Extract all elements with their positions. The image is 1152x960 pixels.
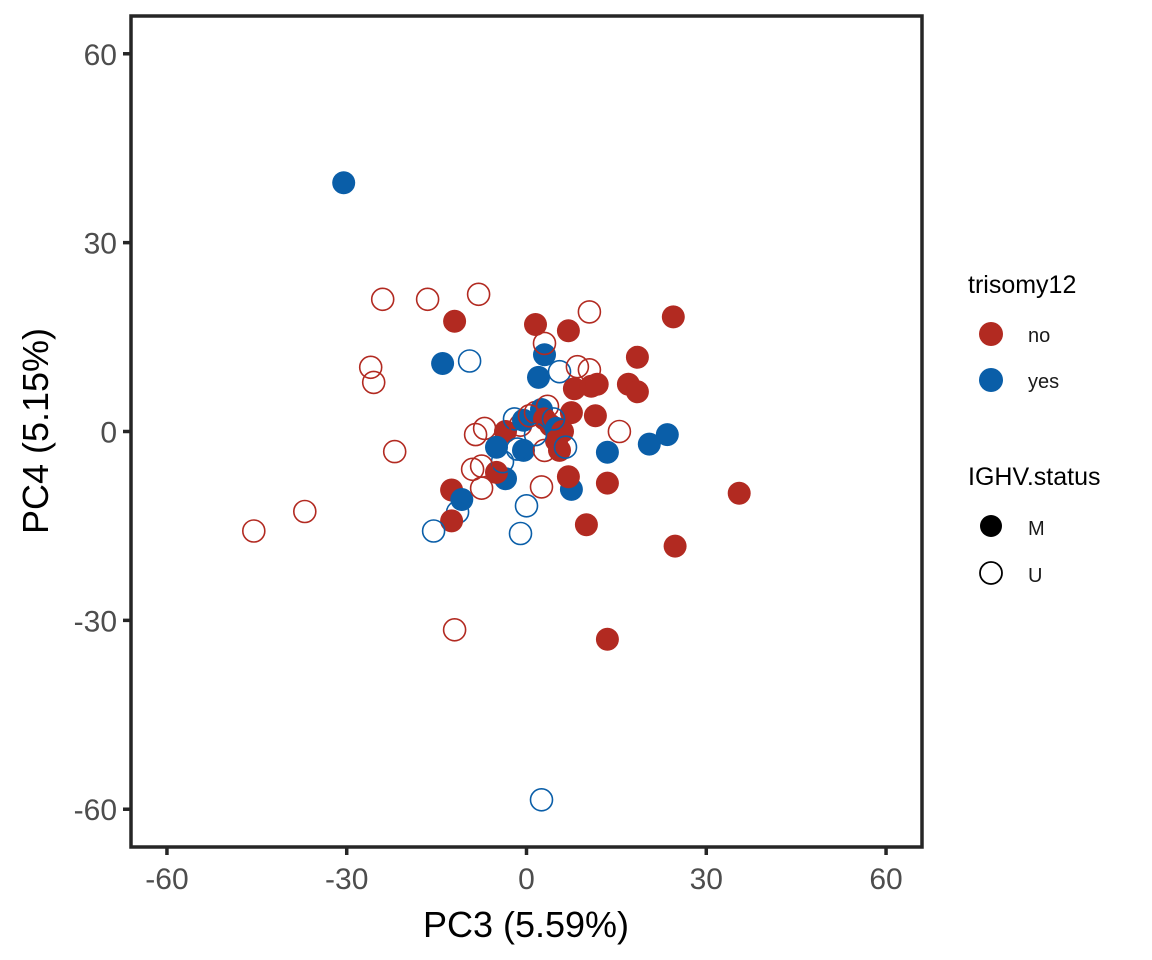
data-point — [505, 437, 530, 461]
data-point — [332, 171, 356, 195]
x-tick-label: 0 — [518, 863, 535, 896]
data-point — [485, 435, 508, 459]
legend-label-yes: yes — [1028, 371, 1059, 393]
data-point — [541, 407, 566, 431]
data-point — [535, 394, 560, 419]
legend-key-m — [980, 515, 1002, 537]
data-point — [574, 513, 598, 537]
data-point — [524, 313, 547, 336]
y-tick-label: 0 — [100, 417, 117, 450]
data-point — [358, 355, 383, 380]
data-point — [547, 359, 572, 384]
data-point — [637, 432, 661, 456]
data-point — [512, 438, 535, 462]
data-point — [421, 519, 446, 543]
data-point — [595, 471, 619, 495]
data-point — [625, 345, 649, 369]
data-point — [242, 519, 266, 543]
data-point — [457, 349, 482, 373]
legend-label-no: no — [1028, 325, 1050, 347]
data-point — [517, 403, 542, 428]
y-tick-label: 30 — [84, 228, 117, 261]
legend-label-u: U — [1028, 565, 1042, 587]
data-point — [508, 521, 533, 546]
points-layer — [242, 171, 751, 812]
data-point — [443, 309, 467, 333]
data-point — [559, 401, 583, 425]
data-point — [485, 460, 508, 484]
data-point — [460, 457, 485, 482]
data-point — [625, 380, 649, 404]
legend-key-no — [979, 322, 1003, 346]
y-tick-label: -30 — [74, 605, 117, 638]
x-tick-label: -30 — [325, 863, 368, 896]
data-point — [661, 305, 685, 329]
y-axis-title: PC4 (5.15%) — [15, 328, 56, 534]
data-point — [523, 422, 548, 447]
data-point — [463, 422, 488, 447]
data-point — [532, 331, 557, 356]
data-point — [583, 404, 607, 428]
x-tick-label: -60 — [145, 863, 188, 896]
data-point — [553, 435, 578, 460]
data-point — [562, 377, 586, 401]
legend-label-m: M — [1028, 518, 1045, 540]
x-axis-title: PC3 (5.59%) — [423, 904, 629, 945]
legend-ighv-status: IGHV.status M U — [968, 463, 1100, 587]
data-point — [556, 319, 580, 343]
legend-ighv-status-title: IGHV.status — [968, 463, 1100, 491]
data-point — [382, 439, 407, 464]
plot-background — [131, 16, 922, 847]
data-point — [585, 372, 609, 396]
data-point — [450, 488, 474, 511]
data-point — [577, 300, 602, 324]
data-point — [361, 370, 386, 395]
data-point — [595, 627, 619, 651]
data-point — [727, 481, 751, 505]
data-point — [415, 287, 440, 312]
y-tick-label: -60 — [74, 794, 117, 827]
x-axis: -60 -30 0 30 60 — [145, 847, 903, 896]
data-point — [607, 419, 632, 444]
data-point — [292, 499, 317, 524]
data-point — [595, 440, 619, 464]
data-point — [655, 423, 679, 447]
data-point — [556, 465, 580, 489]
legend-trisomy12: trisomy12 no yes — [968, 271, 1076, 393]
legend-key-yes — [979, 368, 1003, 392]
data-point — [663, 534, 687, 558]
data-point — [469, 454, 494, 478]
legend-key-u — [979, 561, 1003, 585]
data-point — [529, 475, 554, 499]
data-point — [431, 352, 455, 375]
legend-trisomy12-title: trisomy12 — [968, 271, 1076, 299]
y-tick-label: 60 — [84, 39, 117, 72]
data-point — [370, 287, 395, 312]
x-tick-label: 30 — [690, 863, 723, 896]
data-point — [527, 365, 550, 389]
data-point — [529, 787, 554, 812]
data-point — [514, 493, 539, 518]
data-point — [442, 617, 467, 642]
data-point — [440, 509, 464, 533]
data-point — [466, 282, 491, 307]
x-tick-label: 60 — [869, 863, 902, 896]
y-axis: 60 30 0 -30 -60 — [74, 39, 131, 827]
